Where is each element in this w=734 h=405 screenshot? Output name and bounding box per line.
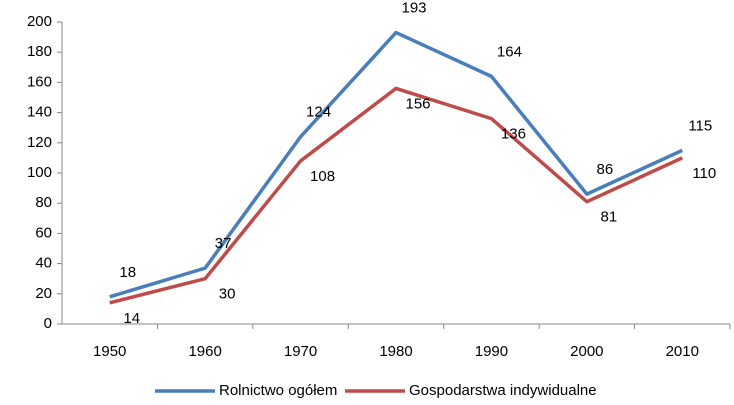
data-label: 81: [601, 209, 618, 226]
data-label: 124: [306, 104, 331, 121]
data-label: 164: [497, 43, 522, 60]
data-label: 30: [219, 286, 236, 303]
y-tick-label: 180: [27, 43, 52, 60]
data-label: 14: [123, 310, 140, 327]
x-tick-label: 1970: [284, 343, 317, 360]
data-label: 136: [501, 126, 526, 143]
series-line: [109, 86, 684, 305]
x-tick-label: 1980: [379, 343, 412, 360]
y-tick-label: 100: [27, 164, 52, 181]
x-tick-label: 1990: [475, 343, 508, 360]
data-label: 18: [119, 264, 136, 281]
y-tick-label: 20: [35, 285, 52, 302]
y-tick-label: 0: [44, 315, 52, 332]
data-label: 156: [405, 95, 430, 112]
x-tick-label: 1960: [188, 343, 221, 360]
data-label: 115: [688, 117, 712, 134]
y-tick-label: 60: [35, 224, 52, 241]
y-tick-label: 80: [35, 194, 52, 211]
y-tick-label: 40: [35, 255, 52, 272]
y-tick-label: 200: [27, 13, 52, 30]
x-tick-label: 2010: [666, 343, 699, 360]
data-label: 86: [597, 161, 614, 178]
y-tick-label: 140: [27, 104, 52, 121]
data-label: 37: [215, 235, 232, 252]
y-tick-label: 160: [27, 73, 52, 90]
x-tick-label: 2000: [570, 343, 603, 360]
data-label: 193: [401, 0, 426, 17]
series-line: [109, 30, 684, 299]
x-tick-label: 1950: [93, 343, 126, 360]
data-label: 110: [692, 165, 716, 182]
y-tick-label: 120: [27, 134, 52, 151]
data-label: 108: [310, 168, 335, 185]
legend-label: Rolnictwo ogółem: [219, 382, 337, 399]
legend-label: Gospodarstwa indywidualne: [409, 382, 597, 399]
